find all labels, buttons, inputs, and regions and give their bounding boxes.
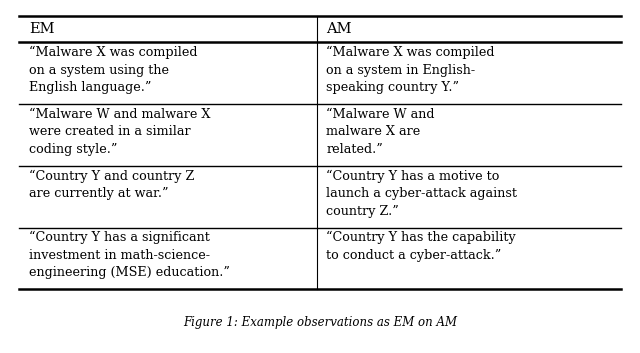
Text: “Malware X was compiled
on a system using the
English language.”: “Malware X was compiled on a system usin… xyxy=(29,46,197,94)
Text: EM: EM xyxy=(29,22,54,36)
Text: “Malware W and
malware X are
related.”: “Malware W and malware X are related.” xyxy=(326,108,435,156)
Text: Figure 1: Example observations as EM on AM: Figure 1: Example observations as EM on … xyxy=(183,317,457,329)
Text: “Malware X was compiled
on a system in English-
speaking country Y.”: “Malware X was compiled on a system in E… xyxy=(326,46,495,94)
Text: “Country Y has the capability
to conduct a cyber-attack.”: “Country Y has the capability to conduct… xyxy=(326,231,516,262)
Text: “Country Y has a significant
investment in math-science-
engineering (MSE) educa: “Country Y has a significant investment … xyxy=(29,231,230,280)
Text: “Country Y and country Z
are currently at war.”: “Country Y and country Z are currently a… xyxy=(29,169,194,200)
Text: “Country Y has a motive to
launch a cyber-attack against
country Z.”: “Country Y has a motive to launch a cybe… xyxy=(326,169,517,218)
Text: “Malware W and malware X
were created in a similar
coding style.”: “Malware W and malware X were created in… xyxy=(29,108,211,156)
Text: AM: AM xyxy=(326,22,352,36)
